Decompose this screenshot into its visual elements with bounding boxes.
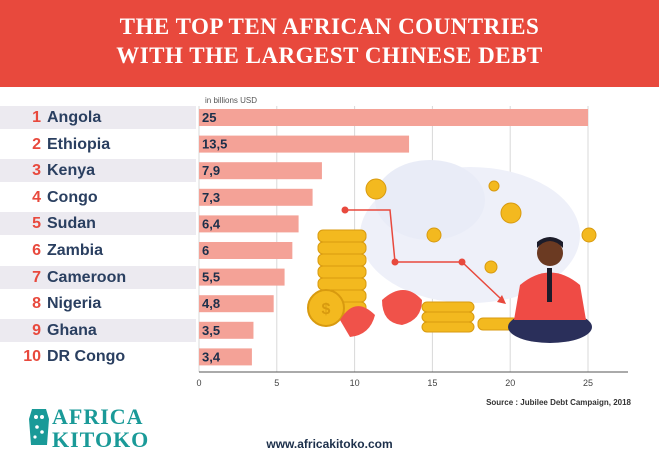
- bar-value-label: 6: [202, 243, 209, 258]
- debt-illustration: $: [307, 160, 597, 343]
- website-link[interactable]: www.africakitoko.com: [266, 437, 393, 451]
- bar-value-label: 7,3: [202, 190, 220, 205]
- country-row: 5 Sudan: [0, 212, 196, 236]
- country-row: 4 Congo: [0, 186, 196, 209]
- bar-value-label: 7,9: [202, 163, 220, 178]
- country-row: 6 Zambia: [0, 239, 196, 262]
- country-row: 10 DR Congo: [0, 345, 196, 368]
- bar-value-label: 3,5: [202, 323, 220, 338]
- title-line-2: WITH THE LARGEST CHINESE DEBT: [116, 43, 543, 68]
- country-row: 9 Ghana: [0, 318, 196, 342]
- leopard-logo-icon: [29, 409, 49, 445]
- bar: [199, 109, 588, 126]
- rank-number: 1: [32, 109, 41, 126]
- rank-number: 6: [32, 242, 41, 259]
- country-name: Nigeria: [47, 295, 102, 313]
- logo-text-line-1: AFRICA: [52, 404, 144, 429]
- country-row: 7 Cameroon: [0, 265, 196, 289]
- rank-number: 9: [32, 321, 41, 339]
- country-row: 2 Ethiopia: [0, 133, 196, 156]
- country-name: Angola: [47, 109, 102, 126]
- logo-text-line-2: KITOKO: [52, 427, 150, 452]
- rank-number: 2: [32, 135, 41, 153]
- x-tick-label: 0: [196, 378, 201, 388]
- bar-value-label: 4,8: [202, 296, 220, 311]
- bar: [199, 321, 254, 339]
- rank-number: 7: [32, 268, 41, 286]
- bar: [199, 348, 252, 366]
- country-name: Zambia: [47, 242, 104, 259]
- country-name: Sudan: [47, 215, 96, 233]
- bar-value-label: 13,5: [202, 137, 227, 152]
- bar: [199, 135, 410, 153]
- country-row: 3 Kenya: [0, 159, 196, 183]
- bar-value-label: 25: [202, 110, 216, 125]
- x-tick-label: 15: [427, 378, 437, 388]
- bar: [199, 268, 285, 286]
- rank-number: 10: [23, 348, 41, 366]
- country-row: 8 Nigeria: [0, 292, 196, 315]
- country-name: Ghana: [47, 321, 97, 339]
- country-name: DR Congo: [47, 348, 126, 366]
- svg-text:$: $: [322, 301, 331, 318]
- rank-number: 5: [32, 215, 41, 233]
- x-tick-label: 25: [583, 378, 593, 388]
- country-name: Ethiopia: [47, 135, 111, 153]
- bar: [199, 242, 293, 259]
- bar: [199, 188, 313, 206]
- bar: [199, 215, 299, 233]
- x-tick-label: 10: [350, 378, 360, 388]
- x-tick-label: 5: [274, 378, 279, 388]
- rank-number: 3: [32, 162, 41, 180]
- x-tick-label: 20: [505, 378, 515, 388]
- bar-value-label: 6,4: [202, 216, 221, 231]
- bar-chart: 0 5 10 15 20 25 25 13,5 7,9 7,3 6,4 6 5,5 4,8 3,5 3,4 $: [196, 106, 628, 388]
- title-line-1: THE TOP TEN AFRICAN COUNTRIES: [119, 14, 540, 39]
- country-name: Congo: [47, 188, 98, 206]
- unit-label: in billions USD: [205, 96, 258, 105]
- country-name: Cameroon: [47, 268, 127, 286]
- bar: [199, 295, 274, 313]
- source-note: Source : Jubilee Debt Campaign, 2018: [486, 398, 631, 407]
- chart-title: THE TOP TEN AFRICAN COUNTRIES WITH THE L…: [0, 12, 659, 70]
- country-row: 1 Angola: [0, 106, 196, 129]
- country-name: Kenya: [47, 162, 96, 180]
- bar-value-label: 5,5: [202, 270, 220, 285]
- title-banner: [0, 0, 659, 87]
- bar: [199, 162, 322, 180]
- rank-number: 4: [32, 188, 41, 206]
- rank-number: 8: [32, 295, 41, 313]
- bar-value-label: 3,4: [202, 349, 221, 364]
